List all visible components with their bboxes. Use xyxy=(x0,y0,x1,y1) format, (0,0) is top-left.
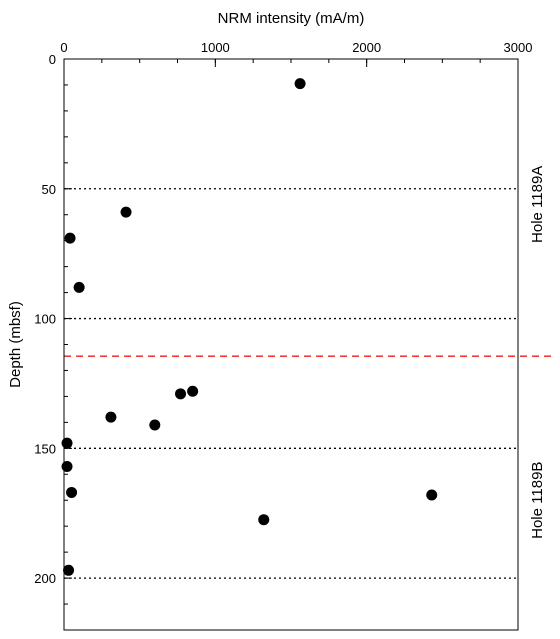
hole-label: Hole 1189B xyxy=(529,462,546,539)
hole-labels: Hole 1189A Hole 1189B xyxy=(529,166,546,539)
x-axis-ticks: 0 1000 2000 3000 xyxy=(60,40,532,67)
x-tick-label: 0 xyxy=(60,40,67,55)
data-point xyxy=(294,78,306,90)
y-tick-label: 100 xyxy=(34,312,56,327)
data-point xyxy=(61,460,73,472)
x-axis-label: NRM intensity (mA/m) xyxy=(218,10,365,27)
data-point xyxy=(66,486,78,498)
y-axis-label: Depth (mbsf) xyxy=(7,301,24,388)
y-tick-label: 150 xyxy=(34,441,56,456)
y-tick-label: 50 xyxy=(42,182,56,197)
data-point xyxy=(426,489,438,501)
hole-label: Hole 1189A xyxy=(529,166,546,243)
reference-lines xyxy=(64,188,518,579)
data-point xyxy=(175,388,187,400)
plot-frame xyxy=(63,58,519,631)
y-tick-label: 0 xyxy=(49,52,56,67)
data-point xyxy=(187,385,199,397)
data-point xyxy=(258,514,270,526)
data-point xyxy=(149,419,161,431)
data-point xyxy=(63,564,75,576)
x-tick-label: 2000 xyxy=(352,40,381,55)
data-points xyxy=(61,78,438,576)
data-point xyxy=(105,411,117,423)
y-axis-ticks: 0 50 100 150 200 xyxy=(34,52,72,631)
data-point xyxy=(120,206,132,218)
data-point xyxy=(64,232,76,244)
data-point xyxy=(73,281,85,293)
x-tick-label: 3000 xyxy=(504,40,533,55)
x-tick-label: 1000 xyxy=(201,40,230,55)
data-point xyxy=(61,437,73,449)
y-tick-label: 200 xyxy=(34,571,56,586)
